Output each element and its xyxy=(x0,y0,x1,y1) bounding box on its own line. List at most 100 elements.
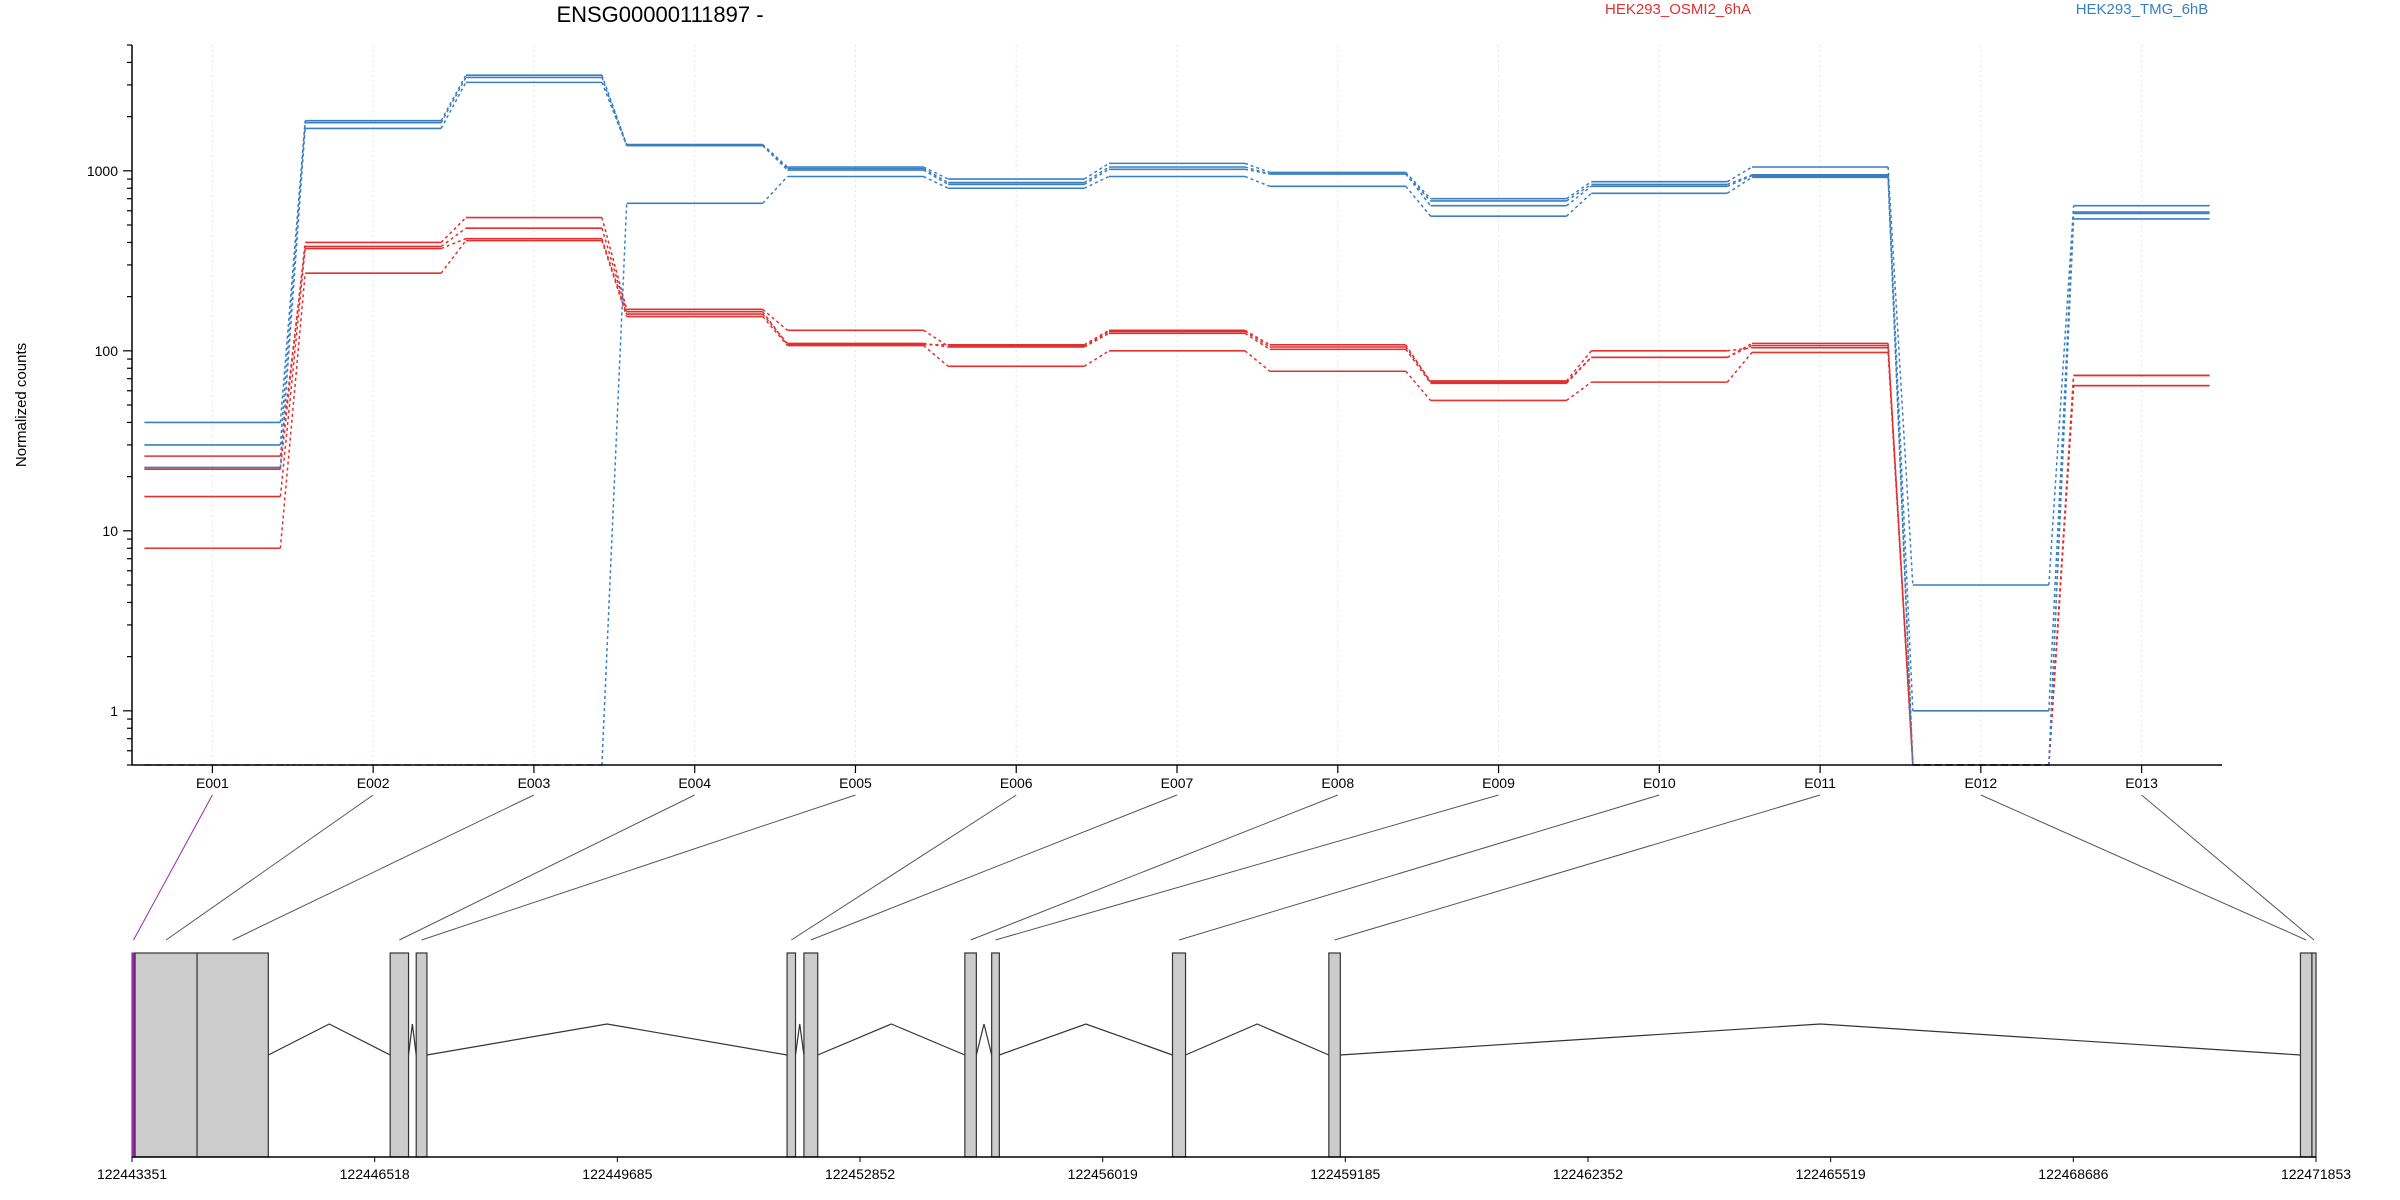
exon-box xyxy=(991,952,1000,1158)
intron-line xyxy=(268,1023,391,1056)
series-connector xyxy=(601,82,628,146)
series-connector xyxy=(440,240,467,274)
y-tick-label: 10 xyxy=(102,523,118,539)
series-connector xyxy=(2048,218,2075,766)
series-connector xyxy=(1565,350,1592,382)
series-connector xyxy=(762,145,788,171)
series-connector xyxy=(440,77,467,124)
series-connector xyxy=(762,313,789,344)
exon-box xyxy=(2299,952,2313,1158)
gene-model: 122443351 122446518 122449685 122452852 1224… xyxy=(97,952,2351,1182)
series-connector xyxy=(1405,173,1432,207)
series-connector xyxy=(279,128,306,468)
y-axis-label: Normalized counts xyxy=(13,343,30,467)
exon-box xyxy=(196,952,269,1158)
intron-line xyxy=(426,1023,788,1056)
exon-connector xyxy=(970,794,1338,941)
exon-connector xyxy=(1980,794,2307,941)
coordinate-label: 122471853 xyxy=(2281,1166,2351,1182)
series-connector xyxy=(923,329,949,347)
series-connector xyxy=(1727,347,1753,352)
series-connector xyxy=(762,175,789,204)
x-tick-label: E003 xyxy=(518,775,551,791)
series-connector xyxy=(923,166,949,180)
series-connector xyxy=(279,120,306,423)
series-connector xyxy=(1083,166,1110,184)
series-connector xyxy=(1887,352,1914,766)
series-connector xyxy=(2048,385,2075,766)
y-tick-label: 1000 xyxy=(87,163,118,179)
series-connector xyxy=(1083,175,1110,189)
series-connector xyxy=(2048,212,2075,711)
intron-line xyxy=(794,1023,805,1056)
x-tick-label: E011 xyxy=(1804,775,1836,791)
exon-connector xyxy=(791,794,1017,941)
series-connector xyxy=(1405,185,1432,217)
grid xyxy=(211,45,2143,765)
exon-connector xyxy=(2141,794,2315,941)
exon-connector xyxy=(421,794,856,941)
series-connector xyxy=(762,143,788,168)
coordinate-label: 122465519 xyxy=(1796,1166,1866,1182)
exon-connector xyxy=(399,794,695,941)
series-connector xyxy=(1887,166,1914,586)
chart-title: ENSG00000111897 - xyxy=(556,2,763,27)
exon-connector xyxy=(232,794,535,941)
exon-connector xyxy=(810,794,1178,941)
exon-connector xyxy=(165,794,374,941)
intron-line xyxy=(1185,1023,1330,1056)
exon-connector xyxy=(133,794,213,941)
series-connector xyxy=(1244,329,1271,346)
series-connector xyxy=(923,342,949,348)
series-connector xyxy=(1083,350,1110,367)
exon-box xyxy=(134,952,198,1158)
series-connector xyxy=(923,175,949,189)
series-connector xyxy=(1726,344,1753,359)
series-connector xyxy=(1565,356,1592,384)
series-connector xyxy=(1405,370,1432,401)
series-connector xyxy=(1405,171,1432,200)
series-connector xyxy=(440,227,467,248)
series-connector xyxy=(1405,348,1432,384)
exon-box xyxy=(803,952,819,1158)
exon-box xyxy=(1171,952,1187,1158)
series-connector xyxy=(1405,346,1432,382)
series-connector xyxy=(1566,381,1592,402)
series-connector xyxy=(923,169,949,186)
intron-line xyxy=(1340,1023,2301,1056)
series-connector xyxy=(1726,176,1753,194)
series-connector xyxy=(1083,332,1110,348)
series-connector xyxy=(1244,168,1270,175)
coordinate-label: 122468686 xyxy=(2038,1166,2108,1182)
series-connector xyxy=(1566,192,1592,217)
coordinate-label: 122446518 xyxy=(340,1166,410,1182)
series-connector xyxy=(440,74,467,121)
series-connector xyxy=(1244,350,1271,372)
series-connector xyxy=(762,316,789,347)
y-tick-label: 1 xyxy=(110,703,118,719)
x-tick-label: E005 xyxy=(839,775,872,791)
intron-line xyxy=(975,1023,993,1056)
y-tick-label: 100 xyxy=(95,343,119,359)
x-tick-label: E004 xyxy=(678,775,711,791)
x-tick-label: E006 xyxy=(1000,775,1033,791)
series-connector xyxy=(1727,174,1753,186)
legend: HEK293_OSMI2_6hA HEK293_TMG_6hB xyxy=(1605,1,2208,18)
x-tick-label: E002 xyxy=(357,775,390,791)
series-connector xyxy=(1726,166,1753,183)
series-connector xyxy=(1887,177,1914,766)
coordinate-label: 122456019 xyxy=(1068,1166,1138,1182)
series-connector xyxy=(1244,332,1271,350)
coordinate-label: 122443351 xyxy=(97,1166,167,1182)
series-connector xyxy=(601,240,628,317)
exon-connector xyxy=(1334,794,1821,941)
axes: 1 10 100 1000 E001 E002 E003 E004 E005 E006 E007 E0… xyxy=(87,44,2222,791)
series-connector xyxy=(1244,330,1271,348)
series-connector xyxy=(1566,183,1592,202)
coordinate-label: 122452852 xyxy=(825,1166,895,1182)
series-connector xyxy=(1566,185,1592,207)
series-connector xyxy=(762,145,788,170)
exon-box xyxy=(415,952,428,1158)
exon-box xyxy=(1328,952,1341,1158)
